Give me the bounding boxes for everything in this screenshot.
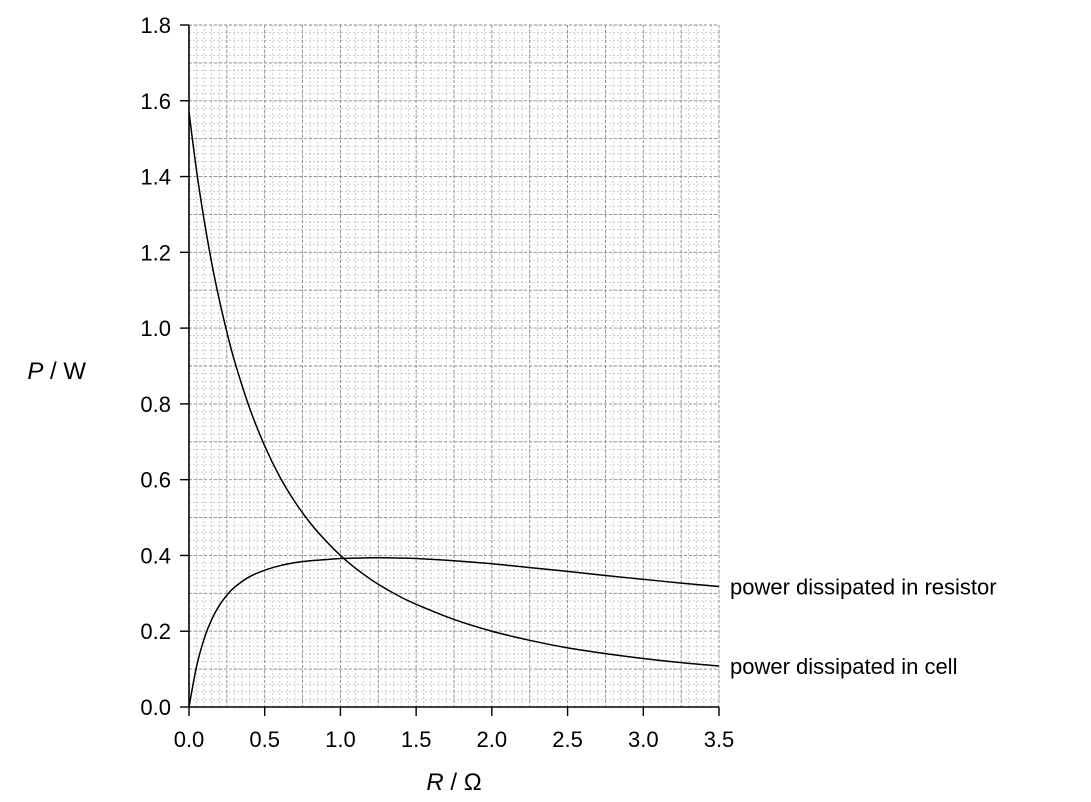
y-tick-label: 1.4 [140, 165, 171, 190]
x-tick-label: 1.0 [325, 727, 356, 752]
y-axis-label: P / W [27, 358, 86, 385]
x-tick-label: 0.0 [174, 727, 205, 752]
y-tick-label: 1.0 [140, 316, 171, 341]
x-tick-label: 1.5 [401, 727, 432, 752]
y-tick-label: 0.0 [140, 695, 171, 720]
y-tick-label: 0.6 [140, 468, 171, 493]
axes [188, 25, 719, 708]
x-tick-label: 2.0 [477, 727, 508, 752]
y-tick-label: 0.8 [140, 392, 171, 417]
y-tick-label: 0.4 [140, 543, 171, 568]
resistor-power-curve [188, 556, 720, 708]
cell-power-curve [188, 112, 720, 667]
y-tick-label: 0.2 [140, 619, 171, 644]
cell-curve-label: power dissipated in cell [730, 654, 957, 679]
resistor-curve-label: power dissipated in resistor [730, 575, 997, 600]
y-tick-label: 1.2 [140, 240, 171, 265]
tick-labels: 0.0 0.2 0.4 0.6 0.8 1.0 1.2 1.4 1.6 1.8 0.0 0.5 1.0 1… [140, 13, 734, 752]
major-grid [188, 24, 720, 708]
x-tick-label: 3.0 [628, 727, 659, 752]
y-tick-label: 1.8 [140, 13, 171, 38]
y-tick-label: 1.6 [140, 89, 171, 114]
x-tick-label: 3.5 [704, 727, 735, 752]
x-tick-label: 2.5 [552, 727, 583, 752]
x-tick-label: 0.5 [249, 727, 280, 752]
curve-labels: power dissipated in resistor power dissip… [730, 575, 997, 680]
curves [188, 112, 720, 708]
x-axis-label: R / Ω [426, 769, 481, 796]
